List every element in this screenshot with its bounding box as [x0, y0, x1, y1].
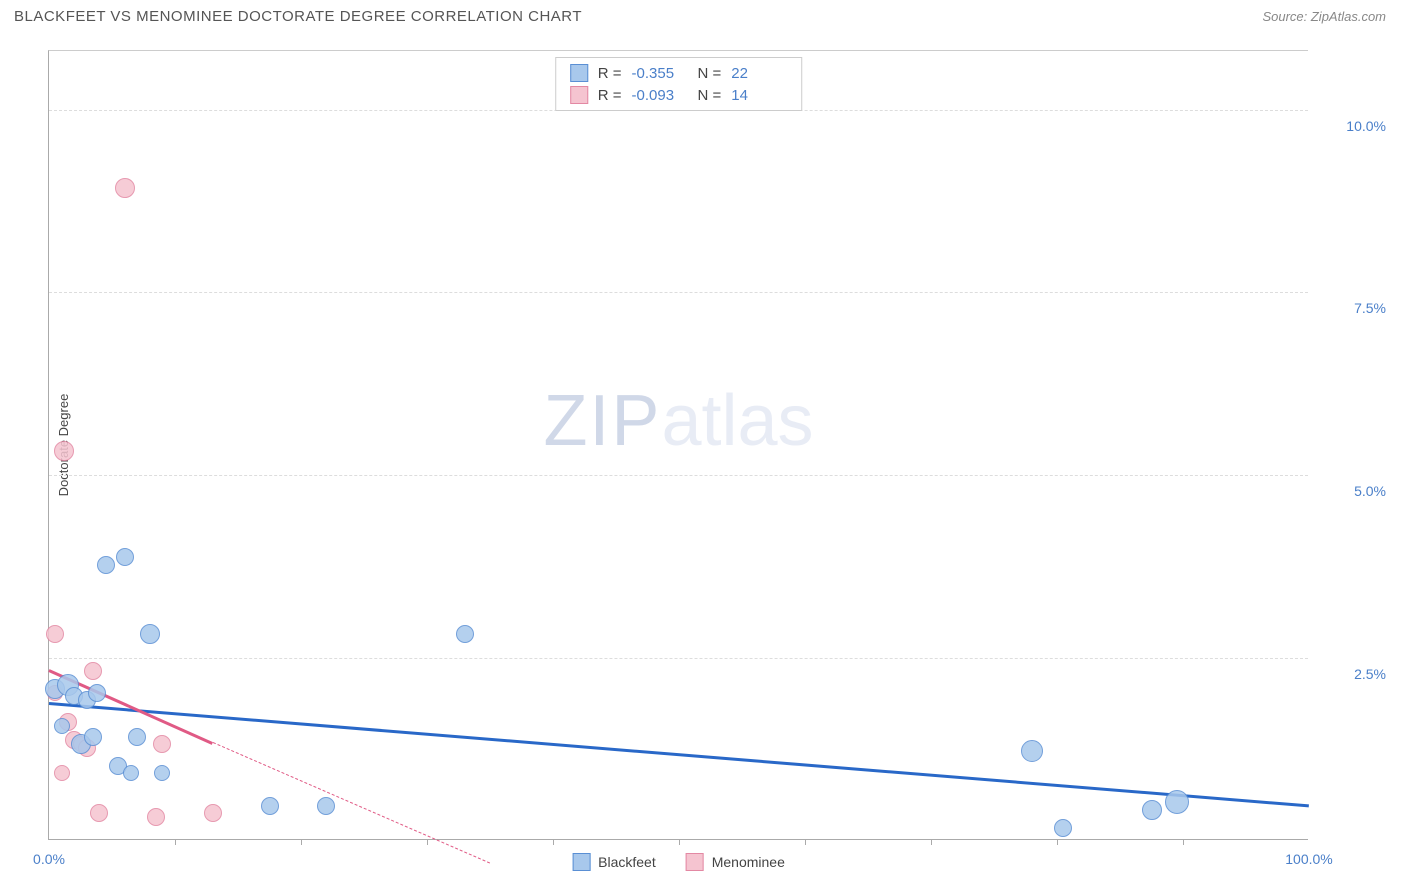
stat-r-label: R =	[598, 65, 622, 82]
data-point-menominee	[54, 441, 74, 461]
chart-header: BLACKFEET VS MENOMINEE DOCTORATE DEGREE …	[0, 0, 1406, 29]
x-tick	[805, 839, 806, 845]
data-point-blackfeet	[88, 684, 106, 702]
data-point-blackfeet	[140, 624, 160, 644]
data-point-blackfeet	[456, 625, 474, 643]
data-point-blackfeet	[1165, 790, 1189, 814]
stat-n-label: N =	[698, 65, 722, 82]
legend-swatch	[572, 853, 590, 871]
x-axis-max-label: 100.0%	[1285, 851, 1332, 867]
data-point-menominee	[147, 808, 165, 826]
x-tick	[931, 839, 932, 845]
gridline	[49, 658, 1308, 659]
legend-swatch	[570, 64, 588, 82]
plot-area: ZIPatlas 2.5%5.0%7.5%10.0%0.0%100.0%R =-…	[48, 50, 1308, 840]
stat-r-label: R =	[598, 87, 622, 104]
stats-row: R = -0.355 N = 22	[570, 62, 788, 84]
stat-r-value: -0.093	[632, 87, 688, 104]
x-tick	[301, 839, 302, 845]
chart-title: BLACKFEET VS MENOMINEE DOCTORATE DEGREE …	[14, 8, 582, 25]
x-tick	[427, 839, 428, 845]
chart-source: Source: ZipAtlas.com	[1262, 9, 1386, 24]
data-point-menominee	[204, 804, 222, 822]
legend-item: Blackfeet	[572, 853, 656, 871]
stat-n-label: N =	[698, 87, 722, 104]
data-point-blackfeet	[116, 548, 134, 566]
x-tick	[679, 839, 680, 845]
data-point-blackfeet	[84, 728, 102, 746]
chart-container: Doctorate Degree ZIPatlas 2.5%5.0%7.5%10…	[48, 50, 1308, 840]
data-point-menominee	[153, 735, 171, 753]
data-point-blackfeet	[97, 556, 115, 574]
stats-legend: R = -0.355 N = 22 R = -0.093 N = 14	[555, 57, 803, 111]
x-axis-min-label: 0.0%	[33, 851, 65, 867]
legend-swatch	[686, 853, 704, 871]
x-tick	[553, 839, 554, 845]
data-point-blackfeet	[261, 797, 279, 815]
x-tick	[1057, 839, 1058, 845]
legend-swatch	[570, 86, 588, 104]
data-point-blackfeet	[1021, 740, 1043, 762]
data-point-menominee	[46, 625, 64, 643]
stat-n-value: 14	[731, 87, 787, 104]
trend-line	[49, 702, 1309, 807]
gridline	[49, 475, 1308, 476]
watermark: ZIPatlas	[543, 380, 813, 462]
gridline	[49, 292, 1308, 293]
data-point-menominee	[84, 662, 102, 680]
data-point-blackfeet	[54, 718, 70, 734]
data-point-blackfeet	[1054, 819, 1072, 837]
data-point-menominee	[115, 178, 135, 198]
stat-r-value: -0.355	[632, 65, 688, 82]
trend-line	[213, 742, 491, 864]
data-point-blackfeet	[1142, 800, 1162, 820]
legend-label: Menominee	[712, 854, 785, 870]
stats-row: R = -0.093 N = 14	[570, 84, 788, 106]
y-tick-label: 5.0%	[1316, 483, 1386, 499]
legend-label: Blackfeet	[598, 854, 656, 870]
y-tick-label: 7.5%	[1316, 300, 1386, 316]
data-point-blackfeet	[317, 797, 335, 815]
data-point-menominee	[54, 765, 70, 781]
x-tick	[1183, 839, 1184, 845]
y-tick-label: 10.0%	[1316, 118, 1386, 134]
data-point-blackfeet	[128, 728, 146, 746]
series-legend: Blackfeet Menominee	[572, 853, 785, 871]
legend-item: Menominee	[686, 853, 785, 871]
x-tick	[175, 839, 176, 845]
data-point-blackfeet	[123, 765, 139, 781]
data-point-menominee	[90, 804, 108, 822]
y-tick-label: 2.5%	[1316, 666, 1386, 682]
stat-n-value: 22	[731, 65, 787, 82]
data-point-blackfeet	[154, 765, 170, 781]
